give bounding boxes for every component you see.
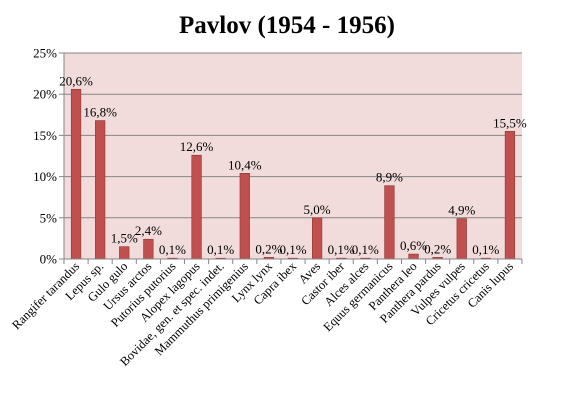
bar — [384, 185, 395, 260]
data-label: 1,5% — [111, 231, 138, 246]
y-tick-label: 0% — [40, 252, 58, 267]
data-label: 0,1% — [207, 242, 234, 257]
data-label: 8,9% — [376, 170, 403, 185]
bar — [456, 218, 467, 260]
data-label: 2,4% — [135, 223, 162, 238]
data-label: 0,1% — [279, 242, 306, 257]
bar — [408, 253, 419, 260]
data-label: 0,1% — [328, 242, 355, 257]
axes — [63, 53, 522, 260]
data-label: 15,5% — [493, 115, 527, 130]
bar — [70, 88, 82, 260]
y-tick-labels: 0% 5% 10% 15% 20% 25% — [33, 46, 57, 267]
gridlines — [59, 52, 522, 260]
data-label: 0,1% — [472, 242, 499, 257]
data-label: 0,2% — [255, 241, 282, 256]
data-label: 0,2% — [424, 241, 451, 256]
y-tick-label: 5% — [40, 210, 58, 225]
data-label: 12,6% — [180, 139, 214, 154]
data-label: 0,1% — [159, 242, 186, 257]
data-label: 10,4% — [228, 157, 262, 172]
y-tick-label: 15% — [33, 128, 57, 143]
bar — [143, 238, 154, 260]
chart-title: Pavlov (1954 - 1956) — [179, 12, 395, 39]
bar — [239, 173, 250, 260]
data-label: 0,6% — [400, 238, 427, 253]
data-label: 5,0% — [304, 202, 331, 217]
y-tick-label: 10% — [33, 169, 57, 184]
bar — [504, 130, 516, 260]
data-labels: 20,6% 16,8% 1,5%2,4% 0,1% 12,6% 0,1% 10,4% 0,2%… — [59, 73, 527, 257]
bar — [191, 154, 202, 260]
data-label: 4,9% — [448, 203, 475, 218]
bar — [311, 217, 323, 260]
plot-area — [64, 53, 522, 259]
bar — [95, 120, 106, 260]
data-label: 16,8% — [83, 105, 117, 120]
y-tick-label: 25% — [33, 46, 57, 61]
y-tick-label: 20% — [33, 87, 57, 102]
data-label: 20,6% — [59, 73, 93, 88]
bar — [119, 246, 130, 260]
data-label: 0,1% — [352, 242, 379, 257]
